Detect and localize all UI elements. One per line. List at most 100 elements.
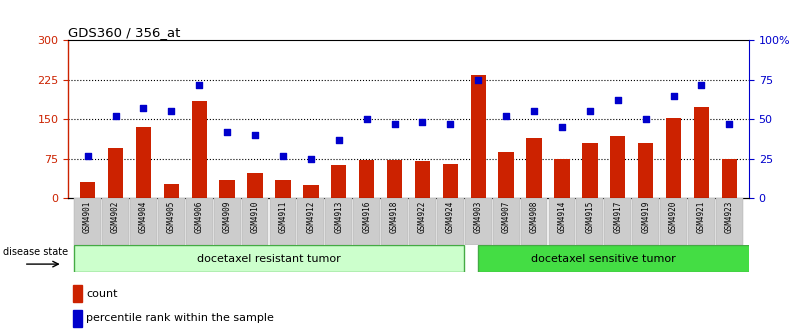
Text: GSM4906: GSM4906 [195,201,203,233]
Bar [471,75,486,198]
Text: GSM4902: GSM4902 [111,201,120,233]
FancyBboxPatch shape [465,198,492,245]
FancyBboxPatch shape [325,198,352,245]
Text: GSM4917: GSM4917 [614,201,622,233]
FancyBboxPatch shape [130,198,157,245]
FancyBboxPatch shape [577,198,603,245]
Bar [415,161,430,198]
FancyBboxPatch shape [437,198,464,245]
Text: GSM4914: GSM4914 [557,201,566,233]
Text: GSM4912: GSM4912 [306,201,316,233]
FancyBboxPatch shape [186,198,212,245]
Point [193,82,206,87]
Bar [526,138,541,198]
Bar [722,159,737,198]
Bar [80,182,95,198]
Bar [135,127,151,198]
Point [276,153,289,158]
Bar [387,160,402,198]
Text: disease state: disease state [3,247,69,257]
Bar [638,143,654,198]
FancyBboxPatch shape [242,198,268,245]
Point [81,153,94,158]
Text: GDS360 / 356_at: GDS360 / 356_at [68,26,180,39]
FancyBboxPatch shape [549,198,575,245]
Text: GSM4913: GSM4913 [334,201,344,233]
Text: percentile rank within the sample: percentile rank within the sample [87,313,274,324]
Text: GSM4915: GSM4915 [586,201,594,233]
FancyBboxPatch shape [270,198,296,245]
Point [388,121,401,127]
Point [500,114,513,119]
Bar [219,180,235,198]
FancyBboxPatch shape [214,198,240,245]
Text: docetaxel resistant tumor: docetaxel resistant tumor [197,254,341,264]
Bar [73,310,82,327]
Text: GSM4911: GSM4911 [279,201,288,233]
Point [667,93,680,98]
Text: GSM4905: GSM4905 [167,201,176,233]
Point [528,109,541,114]
FancyBboxPatch shape [409,198,436,245]
Bar [610,136,626,198]
FancyBboxPatch shape [660,198,687,245]
Bar [498,152,514,198]
Point [137,106,150,111]
FancyBboxPatch shape [103,198,129,245]
Bar [443,164,458,198]
Text: GSM4924: GSM4924 [446,201,455,233]
Bar [108,148,123,198]
Point [472,77,485,83]
Text: GSM4910: GSM4910 [251,201,260,233]
Text: GSM4920: GSM4920 [669,201,678,233]
Point [248,132,261,138]
Bar [694,107,709,198]
Point [611,98,624,103]
Bar [303,185,319,198]
Point [221,129,234,135]
FancyBboxPatch shape [716,198,743,245]
Bar [554,159,570,198]
Text: GSM4918: GSM4918 [390,201,399,233]
Text: GSM4922: GSM4922 [418,201,427,233]
Bar [666,118,682,198]
Text: GSM4904: GSM4904 [139,201,148,233]
Text: GSM4903: GSM4903 [473,201,483,233]
FancyBboxPatch shape [74,198,101,245]
Point [165,109,178,114]
Point [556,125,569,130]
Text: GSM4901: GSM4901 [83,201,92,233]
FancyBboxPatch shape [353,198,380,245]
Bar [276,180,291,198]
Point [332,137,345,142]
Point [583,109,596,114]
Text: docetaxel sensitive tumor: docetaxel sensitive tumor [531,254,676,264]
Bar [191,101,207,198]
Point [109,114,122,119]
FancyBboxPatch shape [381,198,408,245]
Point [723,121,736,127]
Bar [359,160,374,198]
FancyBboxPatch shape [158,198,185,245]
Point [444,121,457,127]
Bar [582,143,598,198]
Text: GSM4923: GSM4923 [725,201,734,233]
Point [304,156,317,162]
Point [639,117,652,122]
Bar [163,183,179,198]
Bar [73,285,82,302]
FancyBboxPatch shape [493,198,520,245]
FancyBboxPatch shape [477,245,763,272]
FancyBboxPatch shape [605,198,631,245]
Text: GSM4919: GSM4919 [641,201,650,233]
Text: count: count [87,289,118,299]
Point [416,120,429,125]
Text: GSM4908: GSM4908 [529,201,538,233]
Text: GSM4907: GSM4907 [501,201,511,233]
Bar [248,173,263,198]
Text: GSM4916: GSM4916 [362,201,371,233]
Text: GSM4921: GSM4921 [697,201,706,233]
FancyBboxPatch shape [632,198,659,245]
Point [360,117,373,122]
Bar [331,165,346,198]
